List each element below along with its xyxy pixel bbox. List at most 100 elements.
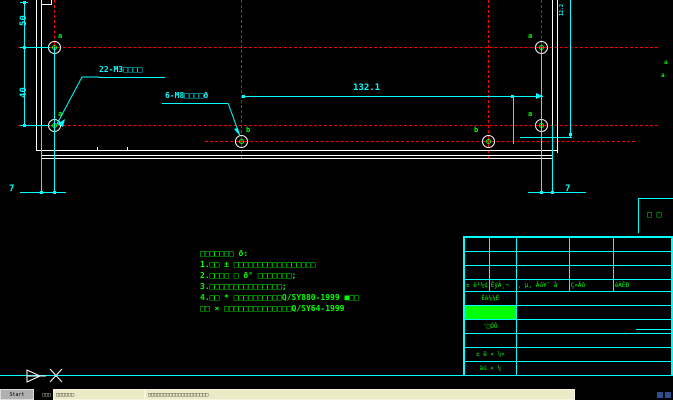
cell-empty[interactable] — [612, 237, 673, 252]
cell-empty[interactable] — [515, 361, 673, 376]
cell-empty[interactable] — [488, 251, 517, 266]
notes-line-3: 3.□□□□□□□□□□□□□□□; — [200, 282, 287, 291]
cell-empty[interactable] — [464, 251, 490, 266]
table-row[interactable]: Éè¼¼È — [464, 291, 673, 306]
label-cell-5[interactable]: àú × ¼ — [464, 361, 517, 376]
notes-title: □□□□□□□ ð: — [200, 249, 249, 258]
table-row[interactable]: '□ÒÒ — [464, 319, 673, 334]
notes-block: □□□□□□□ ð: 1.□□ ± □□□□□□□□□□□□□□□□□ 2.□□… — [200, 248, 359, 314]
centerline-vertical-mid — [241, 0, 242, 158]
titleblock-extend-line-top — [636, 236, 673, 237]
cell-empty[interactable] — [515, 237, 570, 252]
hole-label-a-3: a — [528, 32, 533, 40]
notes-line-1: 1.□□ ± □□□□□□□□□□□□□□□□□ — [200, 260, 316, 269]
titleblock-extend-line-mid — [636, 329, 673, 330]
header-cell-1[interactable]: ÊýÀ¸¬ — [488, 279, 517, 292]
outline-notch-bottom — [97, 150, 127, 151]
bolt-hole-b-right[interactable] — [482, 135, 495, 148]
cell-empty[interactable] — [515, 291, 673, 306]
dim-ext-50-bottom — [20, 47, 50, 48]
dim-line-132 — [243, 96, 513, 97]
dim-tick-7-right-a — [540, 191, 543, 194]
header-cell-0[interactable]: ± ë¹¼¢ — [464, 279, 490, 292]
right-detail-frame[interactable]: □ □ — [638, 198, 673, 233]
dim-line-7-left — [20, 192, 66, 193]
dim-extline-v2 — [54, 47, 55, 192]
cell-empty[interactable] — [488, 265, 517, 280]
cell-empty[interactable] — [568, 237, 614, 252]
label-cell-1-highlighted[interactable]: Ð¼ÈÈ — [464, 305, 517, 320]
dim-extline-v3 — [541, 47, 542, 192]
dim-label-7-right: 7 — [565, 184, 571, 194]
leader-label-22-m3: 22-M3□□□□ — [99, 65, 143, 74]
title-block-table[interactable]: ± ë¹¼¢ ÊýÀ¸¬ , µ, Äú¥¯ å Ç»Äû èÀÈÐ Éè¼¼È… — [463, 236, 673, 376]
table-row[interactable]: àú × ¼ — [464, 361, 673, 376]
outline-bottom-outer — [36, 150, 557, 151]
outline-notch-tick — [51, 0, 52, 5]
dim-ext-132-right — [513, 96, 514, 144]
header-cell-3[interactable]: Ç»Äû — [568, 279, 614, 292]
table-header-row[interactable]: ± ë¹¼¢ ÊýÀ¸¬ , µ, Äú¥¯ å Ç»Äû èÀÈÐ — [464, 279, 673, 292]
label-cell-3[interactable] — [464, 333, 517, 348]
dim-extline-v1 — [41, 125, 42, 192]
system-tray[interactable] — [657, 389, 673, 400]
dim-tick-40-b — [23, 124, 26, 127]
dim-extline-vert-40 — [24, 47, 25, 125]
bolt-hole-b-mid[interactable] — [235, 135, 248, 148]
table-row[interactable] — [464, 333, 673, 348]
dim-label-132: 132.1 — [353, 83, 381, 93]
hole-label-b-2: b — [474, 126, 479, 134]
dim-line-12-2-bottom — [520, 137, 572, 138]
windows-taskbar[interactable]: Start □□□ □□□□□□ □□□□□□□□□□□□□□□□□□□□ — [0, 389, 673, 400]
cell-empty[interactable] — [612, 251, 673, 266]
dim-label-7-left: 7 — [9, 184, 15, 194]
cell-empty[interactable] — [515, 305, 673, 320]
cell-empty[interactable] — [464, 237, 490, 252]
taskbar-clock[interactable]: □□□ — [42, 391, 52, 398]
label-cell-2[interactable]: '□ÒÒ — [464, 319, 517, 334]
cell-empty[interactable] — [568, 265, 614, 280]
tray-icon[interactable] — [657, 391, 663, 398]
table-row[interactable]: Ð¼ÈÈ — [464, 305, 673, 320]
table-row[interactable] — [464, 265, 673, 280]
cell-empty[interactable] — [515, 333, 673, 348]
dim-extline-v4 — [552, 125, 553, 192]
notes-line-5: □□ × □□□□□□□□□□□□□□Q/SY64-1999 — [200, 304, 345, 313]
dim-tick-12-2 — [569, 133, 572, 136]
table-row[interactable]: ± ê × ¼« — [464, 347, 673, 362]
cell-empty[interactable] — [464, 265, 490, 280]
table-row[interactable] — [464, 237, 673, 252]
taskbar-item-1[interactable]: □□□□□□ — [53, 389, 146, 400]
cell-empty[interactable] — [515, 251, 570, 266]
outline-notch-top — [41, 4, 51, 5]
cell-empty[interactable] — [612, 265, 673, 280]
outline-notch-bottom-tick-r — [127, 147, 128, 151]
dim-extline-12-2 — [570, 0, 571, 137]
label-cell-0[interactable]: Éè¼¼È — [464, 291, 517, 306]
centerline-horizontal-hole-b — [205, 141, 635, 142]
cell-empty[interactable] — [568, 251, 614, 266]
outline-left-inner — [41, 0, 42, 146]
label-cell-4[interactable]: ± ê × ¼« — [464, 347, 517, 362]
model-space-baseline — [0, 375, 673, 376]
outline-notch-bottom-tick-l — [97, 147, 98, 151]
dim-tick-7-right-b — [551, 191, 554, 194]
cell-empty[interactable] — [488, 237, 517, 252]
centerline-horizontal-bottom — [18, 125, 658, 126]
dim-tick-40-a — [23, 46, 26, 49]
tray-icon[interactable] — [665, 391, 671, 398]
header-cell-2[interactable]: , µ, Äú¥¯ å — [515, 279, 570, 292]
centerline-horizontal-top — [18, 47, 658, 48]
cell-empty[interactable] — [515, 347, 673, 362]
start-button[interactable]: Start — [0, 389, 34, 400]
cell-empty[interactable] — [515, 265, 570, 280]
dim-tick-7-left-b — [53, 191, 56, 194]
cell-empty[interactable] — [515, 319, 673, 334]
table-row[interactable] — [464, 251, 673, 266]
ucs-axis-icon — [26, 369, 46, 383]
taskbar-item-2[interactable]: □□□□□□□□□□□□□□□□□□□□ — [145, 389, 576, 400]
header-cell-4[interactable]: èÀÈÐ — [612, 279, 673, 292]
dim-extline-vert-50 — [24, 2, 25, 48]
notes-line-4: 4.□□ * □□□□□□□□□□Q/SY880-1999 ■□□ — [200, 293, 359, 302]
